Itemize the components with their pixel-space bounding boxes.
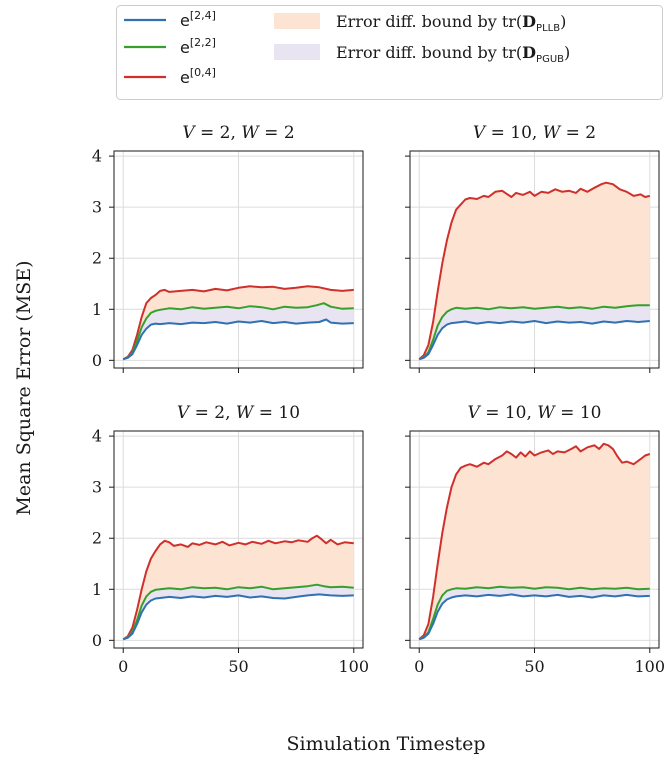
legend-label-prefix: Error diff. bound by tr( (336, 43, 522, 62)
title-w-value: = 10 (253, 403, 300, 423)
legend-label-superscript: [2,4] (190, 9, 216, 22)
pgub-bound-band (419, 305, 650, 360)
x-tick-label: 50 (228, 657, 248, 676)
title-w-symbol: W (537, 403, 556, 423)
series-line-e04 (418, 181, 651, 361)
pgub-bound-band (123, 584, 354, 640)
y-tick-label: 4 (92, 147, 102, 166)
title-v-value: = 2, (195, 123, 242, 143)
legend-label-bold: D (522, 12, 536, 31)
legend-label-suffix: ) (560, 12, 566, 31)
pllb-bound-band (123, 535, 354, 640)
title-w-symbol: W (236, 403, 255, 423)
subplot-1: 0 1 2 3 4 V = 2, W = 2 (92, 123, 364, 373)
series-line-e04 (122, 285, 354, 361)
legend-label-subscript: PGUB (536, 54, 564, 65)
title-v-symbol: V (182, 123, 196, 143)
y-tick-label: 4 (92, 427, 102, 446)
pllb-bound-band (419, 182, 650, 360)
y-axis-label: Mean Square Error (MSE) (13, 260, 35, 515)
subplot-2: V = 10, W = 2 (405, 123, 660, 373)
legend-patch-swatch (274, 13, 320, 29)
subplot-3: 0 50 100 0 1 2 3 4 V = 2, W = 10 (92, 403, 369, 676)
legend-label-prefix: Error diff. bound by tr( (336, 12, 522, 31)
series-line-e24 (122, 593, 354, 641)
title-w-symbol: W (543, 123, 562, 143)
legend-label-base: e (180, 11, 190, 30)
subplot-4: 0 50 100 V = 10, W = 10 (405, 403, 665, 676)
series-line-e22 (418, 585, 650, 641)
subplot-title: V = 10, W = 10 (468, 403, 602, 423)
series-line-e24 (418, 593, 650, 641)
legend-label-subscript: PLLB (536, 23, 560, 34)
subplot-title: V = 2, W = 10 (177, 403, 300, 423)
series-line-e04 (122, 534, 354, 641)
pgub-bound-band (419, 586, 650, 640)
legend-label-bold: D (522, 43, 536, 62)
subplot-title: V = 10, W = 2 (473, 123, 596, 143)
legend-label: e[2,4] (180, 9, 216, 30)
y-tick-label: 1 (92, 580, 102, 599)
legend-label: Error diff. bound by tr(DPGUB) (336, 43, 570, 65)
series-line-e04 (418, 442, 651, 641)
title-v-value: = 10, (480, 403, 538, 423)
x-axis-label: Simulation Timestep (287, 733, 486, 755)
x-tick-label: 100 (635, 657, 666, 676)
title-w-value: = 2 (560, 123, 596, 143)
subplot-title: V = 2, W = 2 (182, 123, 294, 143)
pllb-bound-band (419, 443, 650, 640)
series-line-e24 (122, 318, 354, 361)
legend-label-base: e (180, 38, 190, 57)
legend-label-superscript: [0,4] (190, 66, 216, 79)
y-tick-label: 3 (92, 198, 102, 217)
legend-label: e[0,4] (180, 66, 216, 87)
pllb-bound-band (123, 286, 354, 360)
x-tick-label: 0 (414, 657, 424, 676)
title-v-symbol: V (177, 403, 191, 423)
pgub-bound-band (123, 303, 354, 360)
x-tick-label: 0 (118, 657, 128, 676)
legend-label-suffix: ) (564, 43, 570, 62)
title-w-value: = 10 (555, 403, 602, 423)
legend-label: e[2,2] (180, 36, 216, 57)
title-v-value: = 10, (485, 123, 543, 143)
y-tick-label: 2 (92, 529, 102, 548)
series-line-e22 (418, 304, 650, 361)
y-tick-label: 2 (92, 249, 102, 268)
legend-box (116, 5, 663, 100)
legend-label-superscript: [2,2] (190, 36, 216, 49)
title-v-symbol: V (468, 403, 482, 423)
legend-patch-swatch (274, 44, 320, 60)
series-line-e24 (418, 320, 650, 361)
title-v-symbol: V (473, 123, 487, 143)
y-tick-label: 1 (92, 300, 102, 319)
y-tick-label: 0 (92, 351, 102, 370)
title-v-value: = 2, (189, 403, 236, 423)
x-tick-label: 50 (524, 657, 544, 676)
legend-label: Error diff. bound by tr(DPLLB) (336, 12, 566, 34)
x-tick-label: 100 (339, 657, 370, 676)
title-w-symbol: W (241, 123, 260, 143)
title-w-value: = 2 (259, 123, 295, 143)
series-line-e22 (122, 583, 354, 641)
series-line-e22 (122, 302, 354, 361)
y-tick-label: 3 (92, 478, 102, 497)
legend-label-base: e (180, 68, 190, 87)
y-tick-label: 0 (92, 631, 102, 650)
